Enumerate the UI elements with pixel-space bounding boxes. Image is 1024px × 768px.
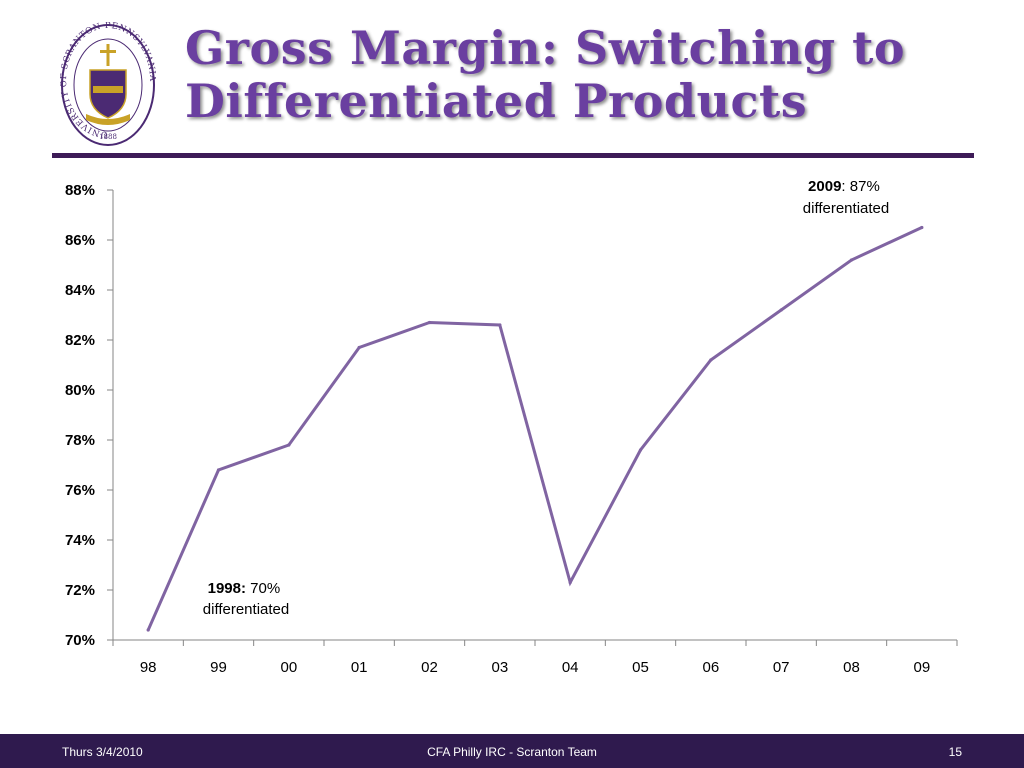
title-line-1: Gross Margin: Switching to xyxy=(185,21,906,75)
data-point xyxy=(849,258,854,262)
annotation-2009: 2009: 87% differentiated xyxy=(803,178,889,217)
y-tick-label: 70% xyxy=(65,632,95,649)
seal-shield-icon xyxy=(89,69,127,119)
data-point xyxy=(216,468,221,472)
seal-cross-icon xyxy=(106,44,110,66)
x-axis-ticks: 98 99 00 01 02 03 04 05 06 07 08 09 xyxy=(112,640,958,676)
x-tick-label: 98 xyxy=(140,659,157,676)
x-tick-label: 08 xyxy=(843,659,860,676)
x-tick-label: 07 xyxy=(773,659,790,676)
y-tick-label: 88% xyxy=(65,182,95,199)
footer-bar: Thurs 3/4/2010 CFA Philly IRC - Scranton… xyxy=(0,734,1024,768)
x-tick-label: 99 xyxy=(210,659,227,676)
data-point xyxy=(920,225,924,230)
x-tick-label: 01 xyxy=(351,659,368,676)
data-point xyxy=(287,443,291,447)
data-point xyxy=(427,320,432,325)
data-point xyxy=(638,448,643,452)
x-tick-label: 09 xyxy=(913,659,930,676)
x-tick-label: 05 xyxy=(632,659,649,676)
footer-center-text: CFA Philly IRC - Scranton Team xyxy=(427,745,597,759)
x-tick-label: 03 xyxy=(491,659,508,676)
title-divider xyxy=(52,153,974,158)
annotation-1998: 1998: 70% differentiated xyxy=(203,580,289,618)
y-tick-label: 72% xyxy=(65,582,95,599)
annotation-2009-line2: differentiated xyxy=(803,200,889,217)
x-tick-label: 06 xyxy=(702,659,719,676)
annotation-2009-value: : 87% xyxy=(841,178,879,195)
y-axis-ticks: 70% 72% 74% 76% 78% 80% 82% 84% 86% 88% xyxy=(65,182,113,649)
data-point xyxy=(779,308,783,312)
x-tick-label: 04 xyxy=(562,659,579,676)
y-tick-label: 86% xyxy=(65,232,95,249)
x-tick-label: 00 xyxy=(280,659,297,676)
gross-margin-line-chart: 70% 72% 74% 76% 78% 80% 82% 84% 86% 88% 98 99 00 01 0… xyxy=(65,178,958,676)
university-seal-logo: UNIVERSITY OF SCRANTON PENNSYLVANIA 1888 xyxy=(60,22,156,146)
annotation-1998-line2: differentiated xyxy=(203,601,289,618)
annotation-2009-bold: 2009 xyxy=(808,178,841,195)
gross-margin-series-line xyxy=(146,226,923,631)
data-point xyxy=(498,323,502,327)
y-tick-label: 80% xyxy=(65,382,95,399)
data-point xyxy=(709,358,713,362)
data-point xyxy=(568,580,572,585)
chart-axes xyxy=(112,190,957,641)
data-point xyxy=(146,628,150,632)
footer-date: Thurs 3/4/2010 xyxy=(62,745,143,759)
x-tick-label: 02 xyxy=(421,659,438,676)
y-tick-label: 84% xyxy=(65,282,95,299)
y-tick-label: 76% xyxy=(65,482,95,499)
y-tick-label: 78% xyxy=(65,432,95,449)
seal-year: 1888 xyxy=(99,133,117,141)
title-line-2: Differentiated Products xyxy=(185,74,808,128)
y-tick-label: 82% xyxy=(65,332,95,349)
y-tick-label: 74% xyxy=(65,532,95,549)
slide-title: Gross Margin: Switching to Differentiate… xyxy=(185,22,905,128)
series-points xyxy=(146,225,924,632)
annotation-1998-value: 70% xyxy=(246,580,280,597)
data-point xyxy=(357,345,361,350)
annotation-1998-bold: 1998: xyxy=(208,580,246,597)
footer-page-number: 15 xyxy=(948,745,962,759)
